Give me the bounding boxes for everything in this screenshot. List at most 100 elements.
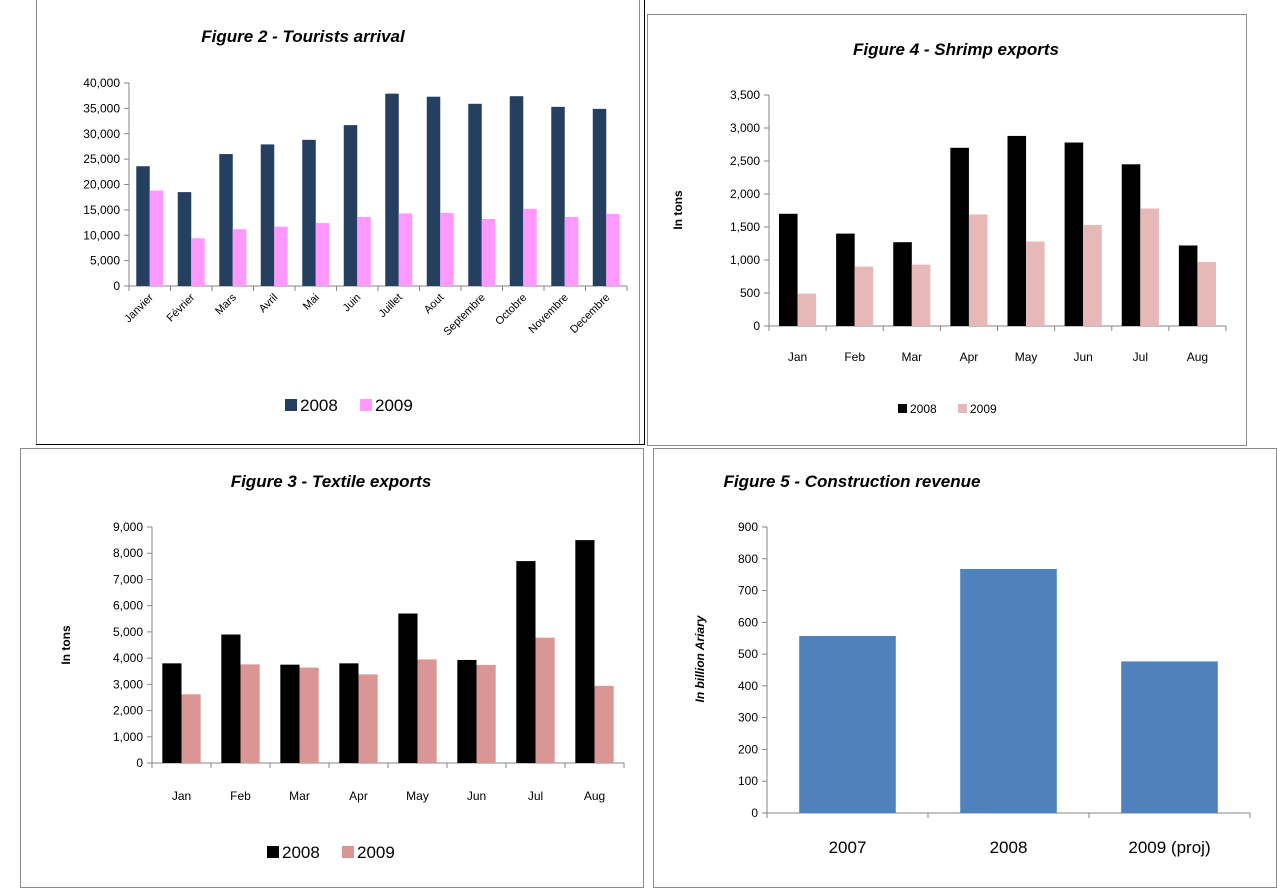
y-tick-label: 5,000 [90, 254, 120, 268]
x-tick-label: Jan [788, 350, 807, 364]
bar-2009-mar [911, 264, 931, 326]
bar-2008-mar [893, 242, 912, 326]
y-tick-label: 2,500 [730, 154, 760, 168]
x-tick-label: Mai [301, 292, 322, 313]
x-tick-label: Feb [230, 789, 251, 803]
chart-title: Figure 2 - Tourists arrival [201, 27, 406, 46]
y-tick-label: 25,000 [83, 152, 120, 166]
x-tick-label: Aug [1187, 350, 1208, 364]
bar-2009-feb [854, 266, 874, 326]
chart-textile: Figure 3 - Textile exports In tons 0 1,000 2… [59, 472, 625, 862]
bar-2009-decembre [606, 213, 620, 286]
bar-2008-may [1007, 135, 1027, 326]
x-tick-label: Apr [349, 789, 368, 803]
bar-2008-apr [950, 147, 969, 326]
bar-2008-jun [1064, 142, 1084, 326]
bar-2009-jun [476, 664, 496, 763]
bar-2008-aout [426, 96, 441, 286]
y-tick-label: 700 [738, 584, 758, 598]
chart-panel-construction: Figure 5 - Construction revenue In billio… [653, 448, 1277, 888]
y-tick-label: 15,000 [83, 203, 120, 217]
bar-2008-jun [457, 659, 477, 763]
x-tick-label: May [406, 789, 429, 803]
y-tick-label: 40,000 [83, 76, 120, 90]
legend-swatch-2008 [285, 399, 297, 411]
y-tick-label: 0 [136, 756, 143, 770]
legend-label-2009: 2009 [357, 843, 395, 862]
bar-2008-novembre [551, 106, 565, 286]
y-tick-label: 600 [738, 615, 758, 629]
x-tick-label: Juillet [376, 292, 404, 320]
y-axis-label: In billion Ariary [693, 614, 707, 702]
bar-2009-juillet [398, 213, 413, 286]
x-tick-label: Jul [1133, 350, 1148, 364]
x-tick-label: Février [165, 291, 198, 324]
bar-2009-jul [535, 637, 555, 763]
bar-2009-mai [315, 223, 330, 286]
bar-2009-octobre [523, 208, 537, 286]
y-tick-label: 800 [738, 552, 758, 566]
y-axis-label: In tons [671, 190, 685, 230]
x-tick-label: 2008 [990, 838, 1028, 857]
bar-2009-aug [1197, 261, 1217, 326]
y-tick-label: 400 [738, 679, 758, 693]
bar-2008-f-vrier [177, 192, 192, 286]
bar-2008-feb [221, 634, 241, 763]
x-tick-label: Jan [172, 789, 191, 803]
x-tick-label: Decembre [568, 292, 612, 336]
bar-2009-juin [357, 216, 371, 286]
x-tick-label: Janvier [122, 291, 156, 325]
bar-2009-feb [240, 664, 260, 763]
y-tick-label: 1,000 [730, 253, 760, 267]
y-tick-label: 10,000 [83, 228, 120, 242]
bar-2008-janvier [136, 166, 150, 286]
y-tick-label: 35,000 [83, 101, 120, 115]
chart-construction: Figure 5 - Construction revenue In billio… [693, 472, 1251, 857]
y-tick-label: 0 [113, 279, 120, 293]
y-tick-label: 4,000 [113, 651, 143, 665]
x-tick-label: Apr [960, 350, 979, 364]
x-tick-label: 2009 (proj) [1128, 838, 1210, 857]
y-axis-label: In tons [59, 625, 73, 665]
bar-2009-janvier [149, 190, 164, 286]
bar-2008-jan [778, 213, 798, 326]
bar-2008-jul [1121, 164, 1141, 326]
y-tick-label: 200 [738, 742, 758, 756]
y-tick-label: 900 [738, 520, 758, 534]
bar-2008-avril [260, 144, 275, 286]
bar-2009-novembre [564, 216, 579, 286]
x-tick-label: Jun [467, 789, 486, 803]
legend-swatch-2008 [267, 846, 279, 858]
bar-2008-jan [162, 663, 182, 763]
bar-2008-aug [1178, 245, 1198, 326]
legend-swatch-2009 [360, 399, 372, 411]
x-tick-label: Novembre [527, 292, 571, 336]
x-tick-label: Mars [213, 291, 239, 317]
bar-2008-mars [219, 154, 233, 286]
y-tick-label: 7,000 [113, 572, 143, 586]
x-tick-label: May [1015, 350, 1038, 364]
legend-label-2008: 2008 [300, 396, 338, 415]
bar-value-2007 [799, 635, 896, 813]
bar-2009-jul [1140, 208, 1159, 326]
chart-tourists: Figure 2 - Tourists arrival 0 5,000 10,000 1… [83, 27, 628, 415]
x-tick-label: Octobre [493, 292, 529, 328]
bar-2009-aug [594, 685, 614, 763]
bar-2008-aug [575, 540, 595, 763]
x-tick-label: Juin [341, 292, 364, 315]
legend-label-2008: 2008 [910, 402, 937, 416]
bar-value-2008 [960, 568, 1057, 813]
y-tick-label: 500 [740, 286, 760, 300]
bar-2008-jul [516, 561, 536, 763]
chart-title: Figure 4 - Shrimp exports [853, 40, 1059, 59]
bar-2009-apr [968, 214, 988, 326]
y-tick-label: 6,000 [113, 599, 143, 613]
y-tick-label: 8,000 [113, 546, 143, 560]
bar-2008-juillet [385, 93, 399, 286]
bar-2008-may [398, 613, 418, 763]
bar-2009-avril [274, 226, 288, 286]
x-tick-label: 2007 [829, 838, 867, 857]
chart-panel-textile: Figure 3 - Textile exports In tons 0 1,000 2… [20, 448, 644, 888]
bar-2008-septembre [468, 103, 482, 287]
y-tick-label: 2,000 [113, 704, 143, 718]
